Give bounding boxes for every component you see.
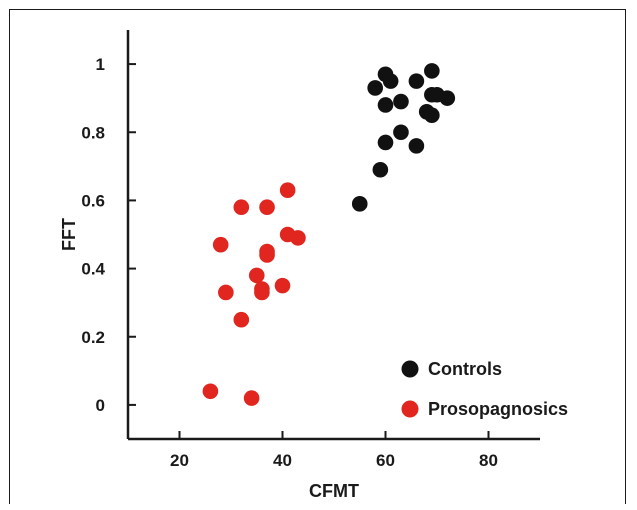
point-controls	[377, 134, 394, 151]
y-tick-label: 0.8	[81, 123, 105, 142]
point-prosopagnosics	[254, 284, 270, 301]
point-controls	[424, 63, 440, 79]
legend-label-controls: Controls	[428, 359, 502, 379]
axes	[126, 30, 540, 441]
point-prosopagnosics	[259, 199, 275, 216]
point-controls	[382, 73, 399, 89]
legend-label-prosopagnosics: Prosopagnosics	[428, 399, 568, 419]
point-prosopagnosics	[274, 277, 291, 294]
x-ticks: 20 40 60 80	[170, 431, 498, 470]
x-tick-label: 40	[273, 451, 292, 470]
figure-frame	[9, 9, 626, 504]
point-prosopagnosics	[202, 383, 219, 400]
x-tick-label: 60	[376, 451, 395, 470]
point-prosopagnosics	[248, 267, 265, 284]
point-prosopagnosics	[290, 230, 306, 246]
point-controls	[439, 90, 456, 106]
x-tick-label: 80	[479, 451, 498, 470]
legend-marker-controls	[401, 360, 419, 378]
y-ticks: 0 0.2 0.4 0.6 0.8 1	[81, 55, 136, 415]
y-tick-label: 0.6	[81, 191, 105, 210]
y-tick-label: 0.2	[81, 328, 105, 347]
point-prosopagnosics	[212, 236, 229, 253]
point-controls	[367, 80, 384, 96]
y-axis-label: FFT	[59, 218, 79, 251]
point-controls	[377, 97, 394, 113]
legend: Controls Prosopagnosics	[401, 359, 568, 419]
point-controls	[408, 138, 425, 154]
legend-marker-prosopagnosics	[401, 400, 419, 418]
point-controls	[424, 107, 440, 124]
point-prosopagnosics	[233, 311, 250, 328]
point-prosopagnosics	[259, 247, 275, 263]
point-prosopagnosics	[233, 199, 250, 216]
data-points	[202, 63, 456, 406]
point-controls	[393, 93, 409, 110]
x-tick-label: 20	[170, 451, 189, 470]
y-tick-label: 1	[96, 55, 105, 74]
point-controls	[372, 161, 389, 178]
x-axis-label: CFMT	[309, 481, 359, 501]
point-controls	[408, 73, 425, 89]
point-controls	[351, 196, 368, 212]
point-prosopagnosics	[218, 284, 234, 301]
point-controls	[393, 124, 409, 141]
y-tick-label: 0	[96, 396, 105, 415]
y-tick-label: 0.4	[81, 260, 105, 279]
point-prosopagnosics	[243, 390, 260, 406]
point-prosopagnosics	[279, 182, 296, 198]
